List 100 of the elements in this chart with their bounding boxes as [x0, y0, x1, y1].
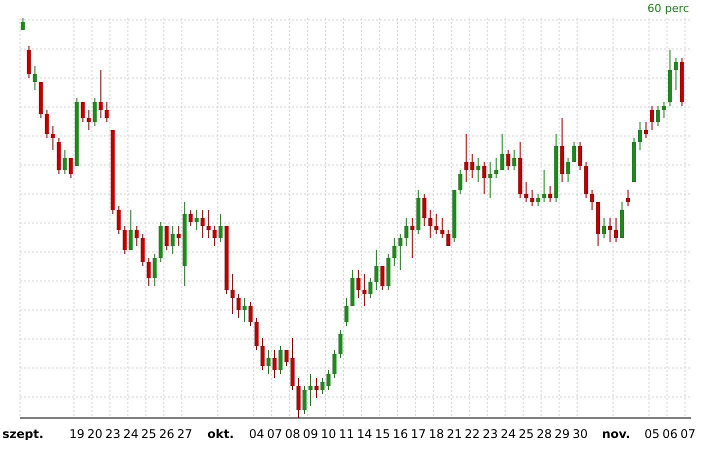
- candlestick: [326, 370, 330, 390]
- candlestick: [308, 374, 312, 406]
- candlestick: [32, 66, 37, 90]
- candlestick: [494, 158, 498, 178]
- x-tick-label: 16: [392, 427, 408, 441]
- candlestick: [590, 190, 594, 210]
- candlestick: [128, 210, 133, 250]
- candlestick: [362, 274, 366, 306]
- candlestick: [152, 254, 157, 286]
- candlestick: [248, 302, 253, 326]
- candlestick: [176, 226, 181, 246]
- x-tick-label: 23: [105, 427, 120, 441]
- candlestick: [164, 226, 169, 250]
- x-tick-label: 04: [249, 427, 264, 441]
- candlestick: [140, 234, 145, 266]
- candlestick: [614, 218, 618, 242]
- candlestick: [86, 110, 91, 130]
- candlestick: [116, 206, 121, 234]
- candlestick: [206, 210, 211, 238]
- x-tick-label: 07: [680, 427, 696, 441]
- candlestick: [602, 218, 606, 238]
- x-tick-label: 30: [572, 427, 588, 441]
- candlestick: [320, 378, 324, 394]
- candlestick: [194, 210, 199, 230]
- candlestick: [398, 234, 402, 270]
- candlestick: [674, 58, 678, 90]
- x-tick-label: 25: [141, 427, 156, 441]
- candlestick: [578, 142, 582, 170]
- candlestick: [428, 210, 432, 238]
- candlestick: [104, 102, 109, 122]
- x-tick-label: 09: [302, 427, 318, 441]
- candlestick: [122, 226, 127, 254]
- x-tick-label: 08: [284, 427, 300, 441]
- candlestick: [278, 346, 283, 374]
- x-tick-label: 27: [177, 427, 192, 441]
- candlestick: [272, 350, 277, 378]
- candlestick: [284, 350, 289, 366]
- candlestick: [470, 154, 474, 178]
- candlestick: [80, 102, 85, 122]
- candlestick: [644, 122, 648, 138]
- candlestick: [188, 210, 193, 226]
- candlestick: [302, 386, 306, 414]
- candlestick: [434, 214, 438, 234]
- candlestick: [524, 182, 528, 202]
- candlestick: [212, 226, 217, 246]
- candlestick: [266, 350, 271, 374]
- candlestick: [338, 330, 342, 358]
- candlestick: [230, 274, 235, 314]
- candlestick: [242, 298, 247, 322]
- candlestick: [488, 162, 492, 198]
- candlestick: [476, 158, 480, 182]
- candlestick: [626, 190, 630, 206]
- candlestick: [572, 142, 576, 162]
- candlestick: [392, 238, 396, 266]
- candlestick: [236, 294, 241, 318]
- candlestick: [68, 158, 73, 178]
- candlestick: [506, 150, 510, 170]
- candlestick: [134, 226, 139, 246]
- candlestick: [662, 102, 666, 118]
- x-tick-label: 14: [356, 427, 372, 441]
- candlestick: [314, 378, 318, 398]
- x-tick-label: 21: [446, 427, 462, 441]
- candlestick: [464, 134, 468, 182]
- candlestick: [566, 158, 570, 182]
- candlestick: [404, 218, 408, 246]
- x-tick-label: 28: [536, 427, 552, 441]
- candlestick: [440, 218, 444, 238]
- candlestick: [446, 230, 450, 246]
- candlestick: [638, 122, 642, 150]
- candlestick: [344, 298, 348, 326]
- candlestick: [296, 378, 300, 418]
- x-tick-label: 07: [266, 427, 282, 441]
- x-tick-label: okt.: [207, 427, 234, 441]
- x-tick-label: 20: [87, 427, 103, 441]
- x-tick-label: 15: [374, 427, 390, 441]
- candlestick: [254, 318, 259, 350]
- x-tick-label: 24: [123, 427, 138, 441]
- candlestick: [62, 150, 67, 174]
- candlestick: [92, 98, 97, 126]
- candlestick: [26, 46, 31, 78]
- candlestick: [380, 266, 384, 290]
- candlestick: [656, 106, 660, 126]
- candlestick: [332, 350, 336, 378]
- candlestick: [608, 218, 612, 242]
- x-tick-label: 22: [464, 427, 480, 441]
- candlestick: [536, 194, 540, 206]
- candlestick: [368, 278, 372, 298]
- x-tick-label: 25: [518, 427, 534, 441]
- candlestick: [542, 170, 546, 202]
- x-tick-label: 10: [320, 427, 336, 441]
- candlestick: [422, 194, 426, 226]
- x-tick-label: 24: [500, 427, 516, 441]
- candlestick: [374, 250, 378, 290]
- text: 60 perc: [647, 2, 689, 15]
- candlestick: [458, 170, 462, 194]
- candlestick: [218, 214, 223, 242]
- x-tick-label: 11: [338, 427, 354, 441]
- candlestick: [500, 134, 504, 170]
- candlestick: [50, 126, 55, 150]
- x-tick-label: 18: [428, 427, 444, 441]
